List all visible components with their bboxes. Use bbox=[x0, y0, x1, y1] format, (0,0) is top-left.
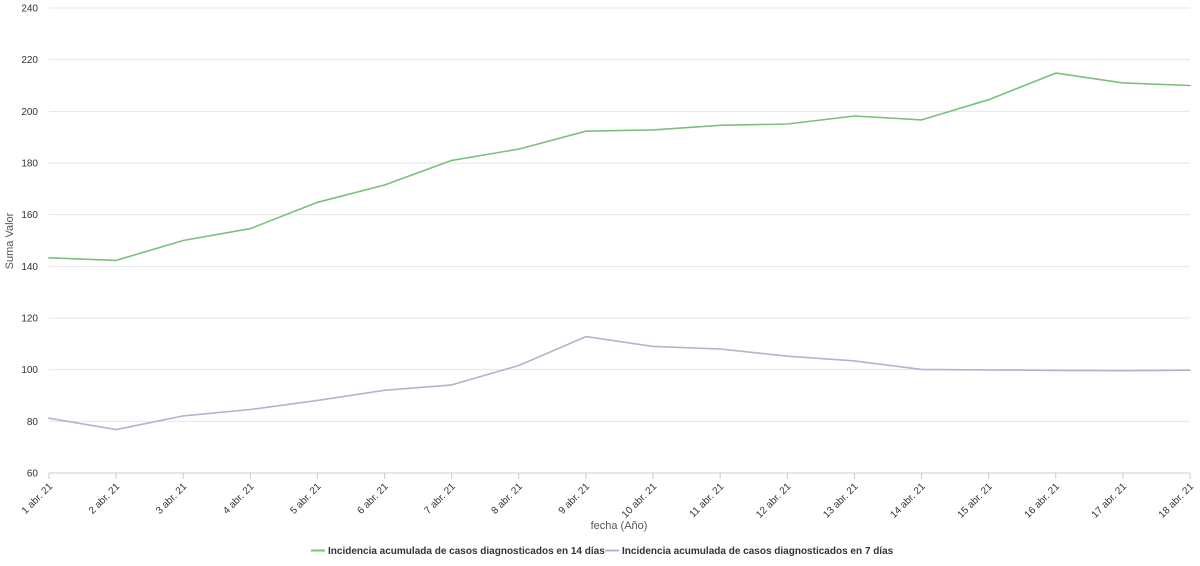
y-tick-label: 160 bbox=[21, 210, 38, 221]
legend: Incidencia acumulada de casos diagnostic… bbox=[311, 546, 894, 557]
y-axis-title: Suma Valor bbox=[4, 212, 16, 269]
y-tick-label: 140 bbox=[21, 262, 38, 273]
y-tick-label: 220 bbox=[21, 55, 38, 66]
x-tick-label: 13 abr. 21 bbox=[821, 481, 861, 521]
x-axis-title: fecha (Año) bbox=[591, 520, 648, 532]
x-tick-label: 4 abr. 21 bbox=[221, 481, 257, 517]
y-tick-label: 120 bbox=[21, 314, 38, 325]
x-tick-label: 7 abr. 21 bbox=[423, 481, 459, 517]
legend-label[interactable]: Incidencia acumulada de casos diagnostic… bbox=[622, 546, 894, 557]
x-tick-label: 3 abr. 21 bbox=[154, 481, 190, 517]
x-tick-label: 17 abr. 21 bbox=[1090, 481, 1130, 521]
series-lines bbox=[48, 72, 1191, 431]
x-tick-label: 11 abr. 21 bbox=[688, 481, 727, 520]
x-tick-label: 16 abr. 21 bbox=[1023, 481, 1063, 521]
y-tick-label: 180 bbox=[21, 159, 38, 170]
x-tick-label: 10 abr. 21 bbox=[620, 481, 660, 521]
y-tick-label: 100 bbox=[21, 365, 38, 376]
axes: 60 80 100 120 140 160 180 200 220 240 1 abr. 21 2 a… bbox=[20, 4, 1197, 521]
y-tick-label: 200 bbox=[21, 107, 38, 118]
x-tick-label: 1 abr. 21 bbox=[20, 481, 56, 517]
legend-label[interactable]: Incidencia acumulada de casos diagnostic… bbox=[328, 546, 605, 557]
x-tick-label: 14 abr. 21 bbox=[888, 481, 928, 521]
gridlines bbox=[49, 7, 1190, 422]
x-tick-label: 15 abr. 21 bbox=[956, 481, 996, 521]
y-tick-label: 60 bbox=[27, 469, 39, 480]
y-tick-label: 240 bbox=[21, 4, 38, 15]
x-tick-label: 6 abr. 21 bbox=[355, 481, 391, 517]
x-tick-label: 9 abr. 21 bbox=[557, 481, 593, 517]
y-tick-label: 80 bbox=[27, 417, 39, 428]
x-tick-label: 18 abr. 21 bbox=[1157, 481, 1197, 521]
x-tick-label: 12 abr. 21 bbox=[754, 481, 794, 521]
series-line-14-dias bbox=[48, 72, 1191, 262]
x-tick-label: 5 abr. 21 bbox=[288, 481, 324, 517]
series-line-7-dias bbox=[48, 335, 1191, 431]
x-tick-label: 8 abr. 21 bbox=[490, 481, 526, 517]
x-tick-label: 2 abr. 21 bbox=[87, 481, 123, 517]
